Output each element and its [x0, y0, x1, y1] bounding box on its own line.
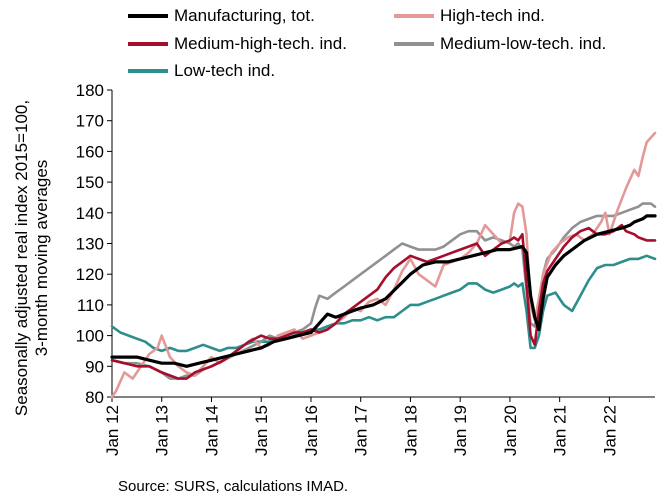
legend-label-medlow: Medium-low-tech. ind. [440, 34, 607, 53]
y-tick-label: 120 [76, 265, 104, 284]
x-tick-label: Jan 18 [401, 405, 420, 456]
legend-swatch-medhigh [128, 42, 168, 46]
series-line-lowtech [110, 254, 657, 353]
x-tick-label: Jan 14 [202, 405, 221, 456]
legend-item-medhigh: Medium-high-tech. ind. [128, 34, 347, 54]
y-tick-label: 130 [76, 235, 104, 254]
x-axis-ticks: Jan 12 Jan 13 Jan 14 Jan 15 Jan 16 Jan 17 Jan … [103, 397, 619, 456]
x-tick-label: Jan 22 [600, 405, 619, 456]
y-tick-label: 160 [76, 142, 104, 161]
legend-label-medhigh: Medium-high-tech. ind. [174, 34, 347, 53]
legend-item-manufacturing: Manufacturing, tot. [128, 6, 315, 26]
source-note: Source: SURS, calculations IMAD. [118, 478, 349, 495]
x-tick-label: Jan 13 [153, 405, 172, 456]
legend-item-lowtech: Low-tech ind. [128, 61, 275, 81]
x-tick-label: Jan 20 [501, 405, 520, 456]
y-tick-label: 80 [85, 388, 104, 407]
series-line-medhigh [110, 223, 657, 380]
y-tick-label: 170 [76, 112, 104, 131]
y-tick-label: 110 [77, 296, 104, 315]
y-axis-title: Seasonally adjusted real index 2015=100,… [0, 0, 70, 475]
legend-swatch-lowtech [128, 69, 168, 73]
y-axis-title-line2: 3-month moving averages [32, 160, 51, 357]
x-tick-label: Jan 15 [252, 405, 271, 456]
y-tick-label: 180 [76, 81, 104, 100]
y-tick-label: 140 [76, 204, 104, 223]
legend-label-hightech: High-tech ind. [440, 6, 545, 25]
axes [111, 90, 655, 398]
y-axis-title-line1: Seasonally adjusted real index 2015=100, [12, 100, 31, 416]
y-tick-label: 100 [76, 327, 104, 346]
series-lines [110, 131, 657, 399]
y-tick-label: 150 [76, 173, 104, 192]
x-tick-label: Jan 19 [451, 405, 470, 456]
y-axis-ticks: 80 90 100 110 120 130 140 150 160 170 180 [76, 81, 112, 407]
legend-label-manufacturing: Manufacturing, tot. [174, 6, 315, 25]
legend-swatch-hightech [394, 14, 434, 18]
x-tick-label: Jan 16 [302, 405, 321, 456]
series-line-medlow [110, 202, 657, 380]
x-tick-label: Jan 12 [103, 405, 122, 456]
series-line-hightech [110, 131, 657, 399]
legend-swatch-manufacturing [128, 14, 168, 18]
y-tick-label: 90 [85, 357, 104, 376]
x-tick-label: Jan 21 [551, 405, 570, 456]
legend-item-medlow: Medium-low-tech. ind. [394, 34, 606, 54]
series-line-manufacturing [110, 214, 657, 368]
x-tick-label: Jan 17 [352, 405, 371, 456]
legend-item-hightech: High-tech ind. [394, 6, 545, 26]
legend-label-lowtech: Low-tech ind. [174, 61, 276, 80]
legend-swatch-medlow [394, 42, 434, 46]
